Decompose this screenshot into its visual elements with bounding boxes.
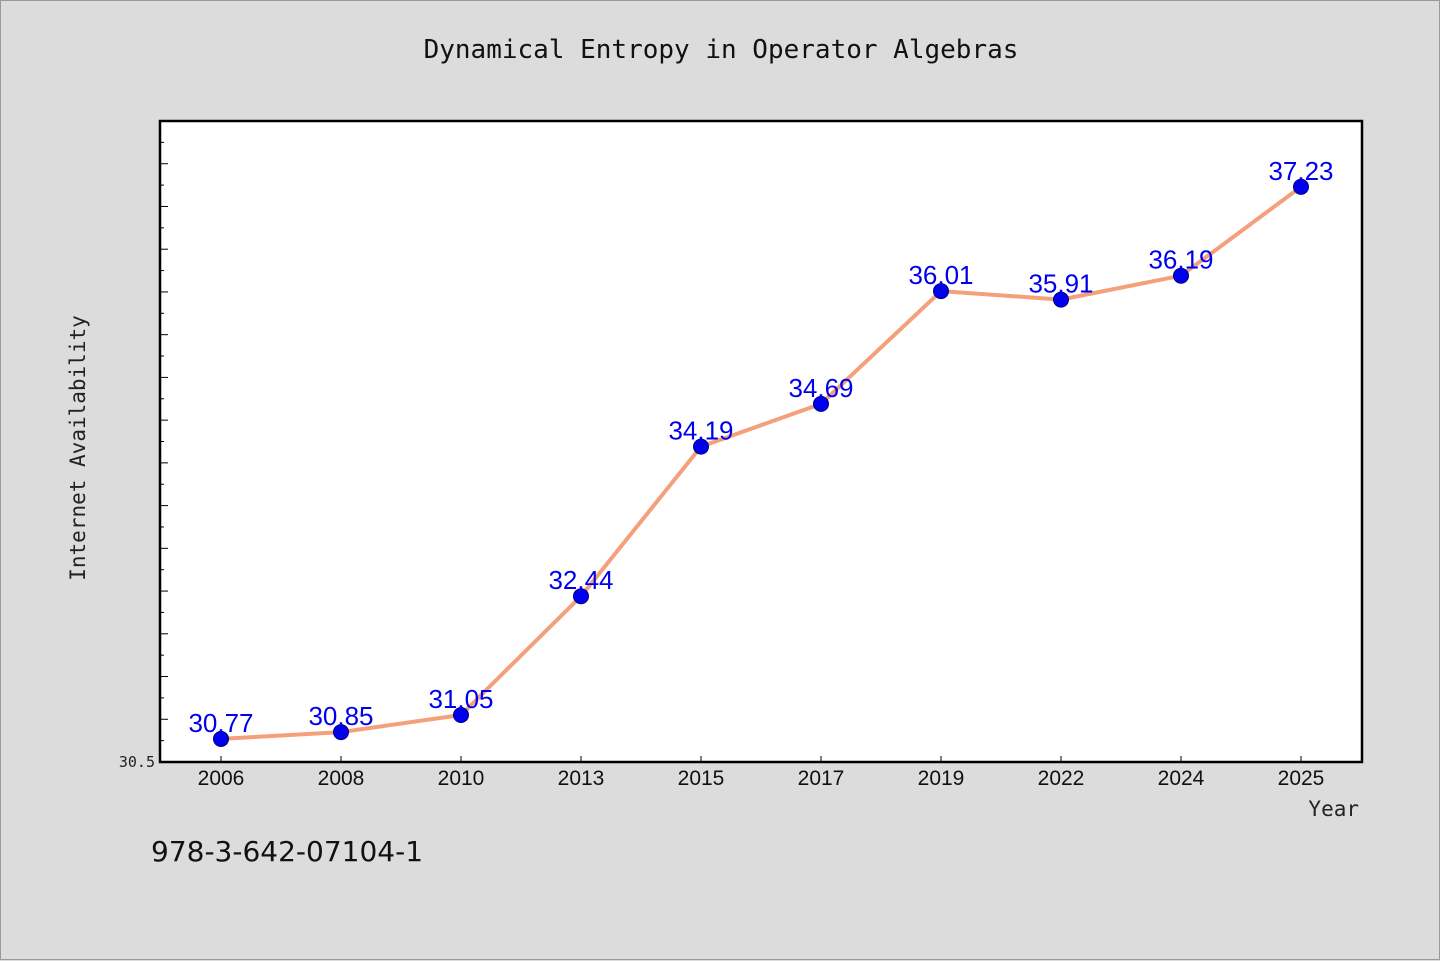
data-point bbox=[453, 706, 469, 723]
data-point bbox=[693, 438, 709, 455]
x-tick-label: 2017 bbox=[798, 767, 845, 790]
data-label: 34.69 bbox=[788, 373, 853, 403]
data-point bbox=[573, 588, 589, 605]
x-tick-label: 2015 bbox=[678, 767, 725, 790]
x-tick-label: 2022 bbox=[1038, 767, 1085, 790]
data-label: 32.44 bbox=[548, 565, 613, 595]
data-point bbox=[1293, 178, 1309, 195]
series-line bbox=[220, 185, 1303, 741]
chart-title: Dynamical Entropy in Operator Algebras bbox=[423, 35, 1019, 65]
data-label: 30.77 bbox=[188, 708, 253, 738]
data-point bbox=[813, 395, 829, 412]
data-label: 36.01 bbox=[908, 260, 973, 290]
data-point bbox=[213, 730, 229, 747]
data-label: 30.85 bbox=[308, 701, 373, 731]
x-tick-label: 2006 bbox=[198, 767, 245, 790]
x-tick-label: 2019 bbox=[918, 767, 965, 790]
x-tick-label: 2013 bbox=[558, 767, 605, 790]
data-point bbox=[1173, 267, 1189, 284]
data-label: 37.23 bbox=[1268, 156, 1333, 186]
x-tick-label: 2024 bbox=[1158, 767, 1205, 790]
x-axis-label: Year bbox=[1308, 797, 1359, 821]
data-label: 34.19 bbox=[668, 416, 733, 446]
y-tick-label: 30.5 bbox=[119, 753, 155, 771]
data-label: 35.91 bbox=[1028, 269, 1093, 299]
data-label: 31.05 bbox=[428, 684, 493, 714]
isbn-text: 978-3-642-07104-1 bbox=[151, 835, 424, 868]
data-point bbox=[1053, 291, 1069, 308]
data-point bbox=[333, 724, 349, 741]
plot-area bbox=[158, 119, 1364, 764]
x-tick-label: 2008 bbox=[318, 767, 365, 790]
data-label: 36.19 bbox=[1148, 245, 1213, 275]
x-tick-label: 2010 bbox=[438, 767, 485, 790]
x-tick-label: 2025 bbox=[1278, 767, 1325, 790]
data-point bbox=[933, 283, 949, 300]
